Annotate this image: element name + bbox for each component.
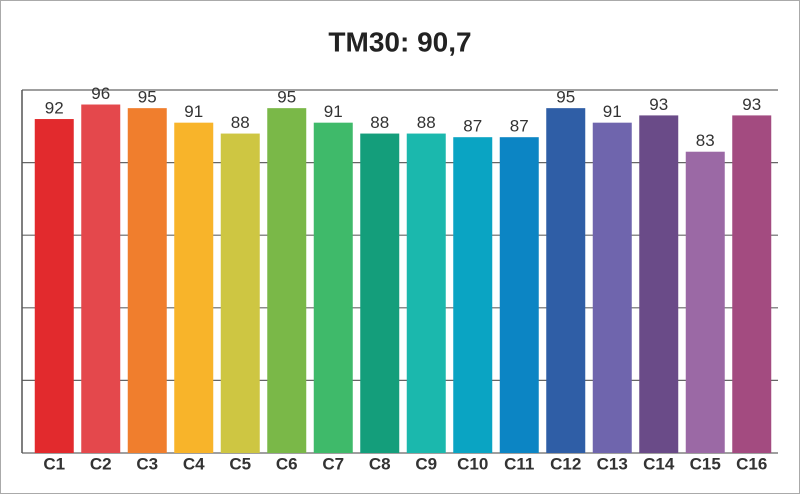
data-label: 83 — [696, 131, 715, 150]
bar — [685, 151, 725, 453]
bar — [220, 133, 260, 453]
x-tick-label: C6 — [276, 454, 298, 473]
data-label: 96 — [91, 84, 110, 103]
data-label: 91 — [184, 102, 203, 121]
data-label: 87 — [510, 117, 529, 136]
bar — [360, 133, 400, 453]
bar — [267, 108, 307, 454]
data-label: 88 — [231, 113, 250, 132]
x-tick-label: C7 — [322, 454, 344, 473]
x-tick-label: C9 — [415, 454, 437, 473]
bar — [546, 108, 586, 454]
x-tick-label: C14 — [643, 454, 675, 473]
x-tick-label: C2 — [90, 454, 112, 473]
data-label: 88 — [417, 113, 436, 132]
bar — [592, 122, 632, 454]
bar — [453, 137, 493, 453]
data-label: 93 — [742, 95, 761, 114]
bar — [499, 137, 539, 453]
x-tick-label: C1 — [43, 454, 65, 473]
bar — [406, 133, 446, 453]
bar — [639, 115, 679, 453]
bar — [174, 122, 214, 454]
x-tick-label: C5 — [229, 454, 251, 473]
data-label: 95 — [277, 88, 296, 107]
bar — [732, 115, 772, 453]
x-tick-label: C8 — [369, 454, 391, 473]
data-label: 95 — [556, 88, 575, 107]
bar — [81, 104, 121, 454]
data-label: 91 — [324, 102, 343, 121]
x-tick-label: C16 — [736, 454, 767, 473]
x-tick-label: C4 — [183, 454, 205, 473]
bar — [34, 119, 74, 453]
x-tick-label: C3 — [136, 454, 158, 473]
bar — [313, 122, 353, 454]
data-label: 93 — [649, 95, 668, 114]
x-tick-label: C13 — [597, 454, 628, 473]
x-tick-label: C10 — [457, 454, 488, 473]
data-label: 87 — [463, 117, 482, 136]
data-label: 88 — [370, 113, 389, 132]
x-tick-label: C12 — [550, 454, 581, 473]
data-label: 91 — [603, 102, 622, 121]
data-label: 92 — [45, 99, 64, 118]
data-label: 95 — [138, 88, 157, 107]
bar — [127, 108, 167, 454]
x-tick-label: C15 — [690, 454, 721, 473]
x-tick-label: C11 — [504, 454, 534, 473]
chart-title: TM30: 90,7 — [328, 26, 471, 57]
